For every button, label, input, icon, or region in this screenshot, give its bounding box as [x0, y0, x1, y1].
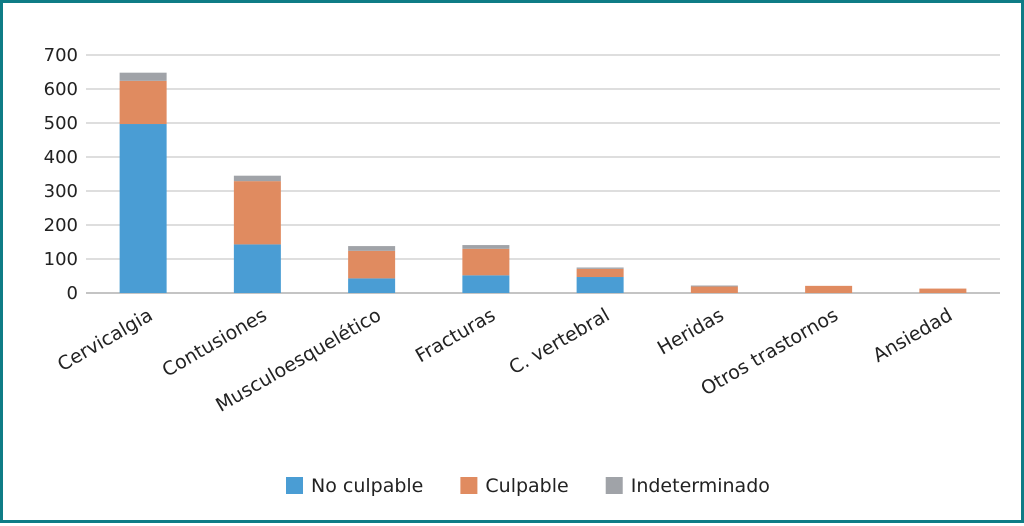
y-tick-label-0: 0: [67, 283, 78, 304]
legend: No culpable Culpable Indeterminado: [286, 475, 770, 497]
bar-segment-5-1: [690, 286, 738, 293]
bar-segment-3-1: [462, 248, 510, 276]
y-axis: 0 100 200 300 400 500 600 700: [44, 45, 78, 304]
bar-segment-4-0: [576, 277, 624, 293]
x-tick-label-0: Cervicalgia: [54, 304, 157, 376]
bar-segment-1-1: [233, 181, 281, 245]
x-tick-label-1: Contusiones: [158, 304, 270, 381]
x-tick-label-5: Heridas: [654, 304, 728, 359]
x-tick-label-3: Fracturas: [412, 304, 499, 367]
bar-segment-6-1: [805, 285, 853, 293]
x-tick-label-4: C. vertebral: [505, 304, 613, 379]
legend-swatch-2: [605, 477, 623, 494]
bar-segment-4-2: [576, 267, 624, 269]
legend-label-1: Culpable: [485, 475, 568, 497]
bar-segment-2-2: [348, 246, 396, 251]
bar-segment-1-0: [233, 244, 281, 293]
y-tick-label-600: 600: [44, 79, 78, 100]
y-tick-label-700: 700: [44, 45, 78, 66]
bar-segment-4-1: [576, 268, 624, 278]
bar-segment-0-2: [119, 72, 167, 81]
stacked-bar-chart: 0 100 200 300 400 500 600 700 Cervicalgia Contus…: [44, 45, 1000, 497]
x-axis: Cervicalgia ContusionesMusculoesquelético…: [54, 304, 956, 416]
bar-segment-3-2: [462, 245, 510, 249]
bar-segment-0-1: [119, 80, 167, 125]
y-tick-label-200: 200: [44, 215, 78, 236]
legend-swatch-0: [286, 477, 303, 494]
bar-segment-7-1: [919, 288, 967, 293]
x-tick-label-7: Ansiedad: [869, 304, 956, 367]
bar-segment-3-0: [462, 275, 510, 293]
y-tick-label-400: 400: [44, 147, 78, 168]
legend-swatch-1: [460, 477, 478, 494]
y-tick-label-300: 300: [44, 181, 78, 202]
bar-segment-2-1: [348, 250, 396, 279]
bar-segment-1-2: [233, 175, 281, 182]
gridlines: [86, 54, 1000, 294]
y-tick-label-100: 100: [44, 249, 78, 270]
bars: [119, 72, 967, 294]
y-tick-label-500: 500: [44, 113, 78, 134]
bar-segment-0-0: [119, 124, 167, 294]
bar-segment-5-2: [690, 285, 738, 287]
legend-label-2: Indeterminado: [631, 475, 770, 497]
bar-segment-2-0: [348, 278, 396, 293]
legend-label-0: No culpable: [311, 475, 423, 497]
